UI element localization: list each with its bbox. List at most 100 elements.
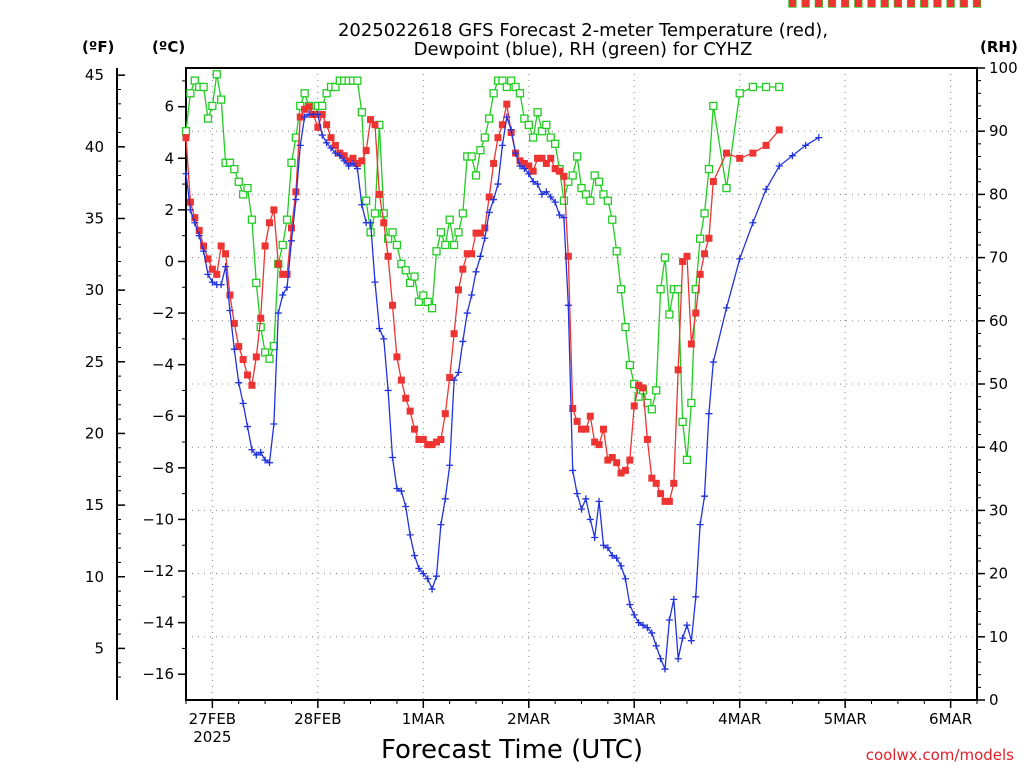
temperature-point	[371, 121, 379, 129]
dewpoint-point	[182, 170, 190, 178]
rh-point	[471, 171, 481, 180]
temperature-point	[947, 0, 955, 7]
dewpoint-point	[411, 552, 419, 560]
rh-point	[572, 152, 582, 161]
dewpoint-point	[239, 399, 247, 407]
dewpoint-point	[503, 113, 511, 121]
temperature-point	[459, 265, 467, 273]
fahrenheit-tick-label: 35	[85, 209, 104, 227]
dewpoint-point	[749, 219, 757, 227]
temperature-point	[591, 438, 599, 446]
temperature-point	[709, 178, 717, 186]
temperature-point	[881, 0, 889, 7]
celsius-tick-label: 4	[164, 149, 174, 167]
dewpoint-point	[349, 159, 357, 167]
rh-point	[401, 266, 410, 275]
rh-point	[383, 234, 393, 243]
celsius-tick-label: −12	[142, 562, 174, 580]
dewpoint-point	[613, 554, 621, 562]
dewpoint-point	[542, 188, 550, 196]
temperature-series	[182, 0, 981, 505]
temperature-point	[564, 252, 572, 260]
credit-text: coolwx.com/models	[866, 746, 1014, 764]
rh-point	[449, 240, 459, 250]
dewpoint-point	[560, 214, 568, 222]
rh-point	[647, 405, 656, 414]
rh-point	[405, 278, 415, 288]
rh-point	[230, 164, 239, 174]
rh-point	[252, 278, 261, 288]
rh-point	[537, 127, 547, 136]
temperature-point	[257, 314, 265, 322]
rh-point	[181, 127, 191, 136]
rh-point	[476, 146, 485, 155]
dewpoint-point	[705, 410, 713, 418]
rh-point	[282, 215, 292, 224]
dewpoint-point	[525, 170, 533, 178]
fahrenheit-tick-label: 40	[85, 138, 104, 156]
temperature-point	[529, 167, 537, 175]
rh-point	[458, 209, 468, 218]
dewpoint-point	[481, 234, 489, 242]
dewpoint-point	[441, 495, 449, 503]
rh-point	[480, 133, 489, 142]
celsius-tick-label: −10	[142, 510, 174, 528]
temperature-point	[516, 157, 524, 165]
temperature-point	[639, 384, 647, 392]
rh-point	[441, 240, 450, 250]
dewpoint-point	[569, 466, 577, 474]
dewpoint-point	[424, 575, 432, 583]
rh-point	[652, 386, 661, 395]
x-tick-label: 2MAR	[507, 710, 550, 728]
dewpoint-point	[512, 149, 520, 157]
temperature-point	[595, 441, 603, 449]
dewpoint-point	[802, 141, 810, 149]
temperature-point	[894, 0, 902, 7]
rh-point	[704, 164, 714, 174]
grid-lines	[186, 67, 977, 701]
rh-tick-label: 70	[989, 249, 1008, 267]
dewpoint-point	[454, 368, 462, 376]
rh-point	[353, 76, 362, 85]
dewpoint-point	[573, 490, 581, 498]
temperature-point	[481, 224, 489, 232]
rh-point	[436, 228, 446, 237]
rh-point	[529, 133, 538, 142]
temperature-point	[446, 374, 454, 382]
rh-point	[709, 101, 718, 111]
rh-tick-label: 10	[989, 628, 1008, 646]
temperature-point	[204, 255, 212, 263]
chart-title-line-1: 2025022618 GFS Forecast 2-meter Temperat…	[338, 20, 828, 41]
rh-point	[423, 297, 432, 306]
rh-tick-label: 90	[989, 122, 1008, 140]
temperature-point	[428, 441, 436, 449]
dewpoint-point	[608, 552, 616, 560]
dewpoint-point	[287, 237, 295, 245]
rh-point	[278, 240, 287, 250]
temperature-point	[367, 116, 375, 124]
temperature-point	[854, 0, 862, 7]
rh-point	[678, 417, 687, 427]
fahrenheit-tick-label: 20	[85, 424, 104, 442]
temperature-point	[670, 479, 678, 487]
temperature-point	[182, 134, 190, 142]
rh-point	[238, 190, 248, 199]
temperature-point	[617, 469, 625, 477]
dewpoint-point	[336, 152, 344, 160]
rh-point	[234, 177, 243, 186]
dewpoint-point	[375, 325, 383, 333]
rh-point	[467, 152, 476, 161]
dewpoint-point	[674, 655, 682, 663]
rh-point	[542, 120, 551, 130]
dewpoint-point	[529, 178, 537, 186]
temperature-point	[494, 134, 502, 142]
rh-point	[507, 76, 516, 85]
temperature-point	[960, 0, 968, 7]
temperature-point	[472, 229, 480, 237]
temperature-point	[687, 340, 695, 348]
temperature-point	[195, 227, 203, 235]
rh-point	[186, 89, 195, 98]
temperature-point	[191, 214, 199, 222]
dewpoint-point	[468, 291, 476, 299]
rh-point	[621, 322, 630, 332]
